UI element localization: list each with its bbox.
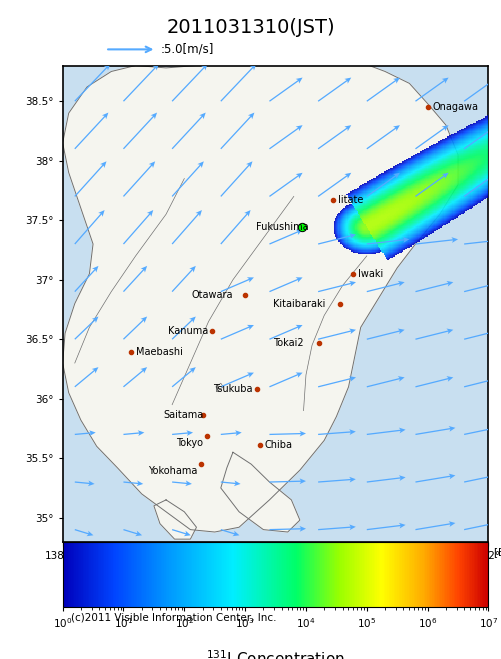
Polygon shape — [63, 65, 458, 532]
Text: Tokai2: Tokai2 — [273, 338, 304, 348]
Polygon shape — [216, 384, 223, 390]
Polygon shape — [221, 452, 300, 532]
Text: [Bq/m$^3$]: [Bq/m$^3$] — [492, 545, 501, 561]
Text: Saitama: Saitama — [164, 411, 204, 420]
Text: 2011031310(JST): 2011031310(JST) — [166, 18, 335, 38]
Text: Kanuma: Kanuma — [168, 326, 209, 336]
Text: Tsukuba: Tsukuba — [213, 384, 253, 394]
Text: Iitate: Iitate — [338, 195, 363, 205]
Text: $^{131}$I Concentration: $^{131}$I Concentration — [206, 649, 345, 659]
Text: (c)2011 Visible Information Center, Inc.: (c)2011 Visible Information Center, Inc. — [71, 612, 277, 622]
Text: Tokyo: Tokyo — [176, 438, 203, 447]
Text: :5.0[m/s]: :5.0[m/s] — [160, 43, 214, 56]
Text: Onagawa: Onagawa — [432, 102, 478, 112]
Polygon shape — [154, 500, 196, 539]
Text: Yokohama: Yokohama — [148, 467, 197, 476]
Text: Otawara: Otawara — [191, 290, 233, 301]
Text: Fukushima: Fukushima — [256, 222, 309, 233]
Text: Chiba: Chiba — [265, 440, 293, 450]
Text: Kitaibaraki: Kitaibaraki — [273, 299, 326, 308]
Text: Iwaki: Iwaki — [358, 269, 384, 279]
Text: Maebashi: Maebashi — [136, 347, 182, 357]
